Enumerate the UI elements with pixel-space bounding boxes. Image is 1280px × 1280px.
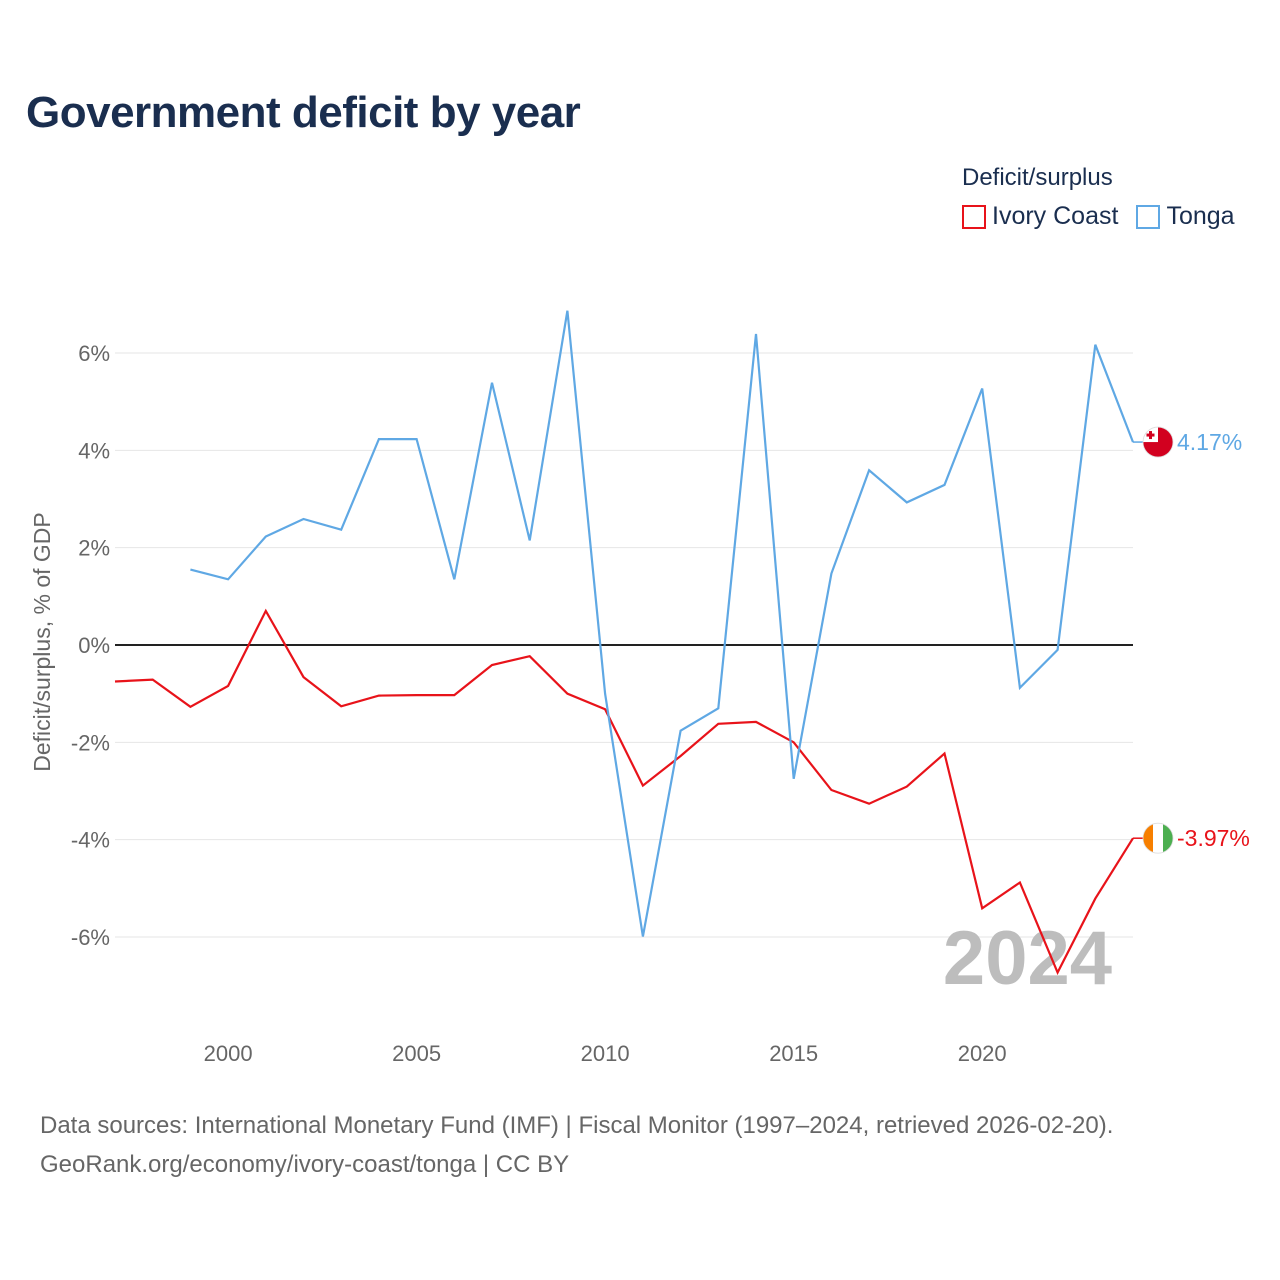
y-tick-label: -6%: [71, 925, 110, 950]
legend-label-tonga: Tonga: [1166, 202, 1235, 230]
y-tick-label: -4%: [71, 828, 110, 853]
x-tick-label: 2020: [958, 1041, 1007, 1066]
legend-swatch-tonga: [1136, 204, 1161, 229]
y-tick-label: 6%: [78, 341, 110, 366]
page-title: Government deficit by year: [26, 88, 581, 137]
legend-item-tonga[interactable]: Tonga: [1136, 202, 1235, 231]
end-value-label-ivory-coast: -3.97%: [1177, 825, 1250, 851]
attribution-link[interactable]: GeoRank.org/economy/ivory-coast/tonga | …: [40, 1151, 570, 1178]
series-line-tonga: [190, 310, 1135, 937]
legend: Deficit/surplus Ivory Coast Tonga: [962, 164, 1262, 231]
year-annotation: 2024: [943, 916, 1112, 1001]
end-value-label-tonga: 4.17%: [1177, 429, 1242, 455]
x-tick-label: 2000: [204, 1041, 253, 1066]
ivory-coast-flag-icon: [1142, 822, 1174, 854]
data-source-text: Data sources: International Monetary Fun…: [40, 1112, 1114, 1139]
x-tick-label: 2005: [392, 1041, 441, 1066]
tonga-flag-icon: [1142, 426, 1174, 458]
y-tick-label: -2%: [71, 730, 110, 755]
y-axis-label: Deficit/surplus, % of GDP: [29, 512, 55, 771]
y-tick-label: 0%: [78, 633, 110, 658]
legend-item-ivory-coast[interactable]: Ivory Coast: [962, 202, 1118, 231]
legend-swatch-ivory-coast: [962, 204, 986, 229]
x-tick-label: 2010: [581, 1041, 630, 1066]
legend-label-ivory-coast: Ivory Coast: [992, 202, 1119, 230]
y-tick-label: 4%: [78, 438, 110, 463]
legend-title: Deficit/surplus: [962, 164, 1113, 191]
footer: Data sources: International Monetary Fun…: [40, 1106, 1113, 1184]
y-tick-label: 2%: [78, 536, 110, 561]
x-tick-label: 2015: [769, 1041, 818, 1066]
series-line-ivory-coast: [114, 608, 1134, 976]
